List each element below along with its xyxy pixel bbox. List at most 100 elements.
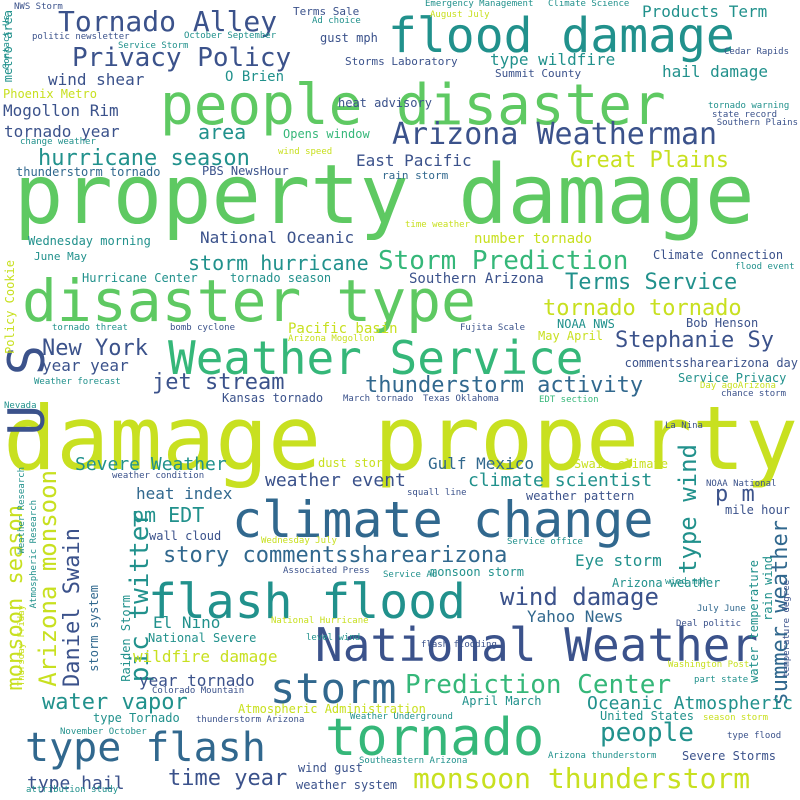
word-number-tornado: number tornado xyxy=(474,231,593,247)
word-weather-forecast: Weather forecast xyxy=(34,377,121,387)
word-raiden-storm: Raiden Storm xyxy=(119,595,133,682)
word-arizona-weather: Arizona weather xyxy=(612,576,721,590)
word-heat-index: heat index xyxy=(136,484,233,503)
word-wind-speed: wind speed xyxy=(278,147,333,157)
word-wednesday-july: Wednesday July xyxy=(261,536,337,546)
word-service-privacy: Service Privacy xyxy=(678,371,787,385)
word-noaa-national: NOAA National xyxy=(706,479,777,489)
word-climate-scientist: climate scientist xyxy=(468,470,653,491)
word-edt-section: EDT section xyxy=(539,395,599,405)
word-stephanie-sy: Stephanie Sy xyxy=(615,328,774,353)
word-gust-mph: gust mph xyxy=(320,31,378,45)
word-property-damage: property damage xyxy=(14,148,755,243)
word-severe-weather: Severe Weather xyxy=(75,454,227,475)
word-pbs-newshour: PBS NewsHour xyxy=(202,164,289,178)
word-united-states: United States xyxy=(600,709,694,723)
word-terms-sale: Terms Sale xyxy=(293,5,360,18)
word-season-storm: season storm xyxy=(703,713,769,723)
word-service-storm: Service Storm xyxy=(118,41,189,51)
word-type-hail: type hail xyxy=(27,773,125,794)
word-texas-oklahoma: Texas Oklahoma xyxy=(423,394,499,404)
word-year-tornado: year tornado xyxy=(139,671,255,690)
word-weather-pattern: weather pattern xyxy=(526,489,635,503)
word-politic-newsletter: politic newsletter xyxy=(32,32,130,42)
word-arizona-weatherman: Arizona Weatherman xyxy=(392,117,718,152)
word-attribution-study: attribution study xyxy=(26,785,119,795)
word-service-office: Service office xyxy=(507,537,583,547)
word-mile-hour: mile hour xyxy=(725,503,791,517)
word-type-flash: type flash xyxy=(25,725,266,771)
word-tornado-threat: tornado threat xyxy=(52,323,128,333)
word-oceanic-atmospheric: Oceanic Atmospheric xyxy=(587,693,793,714)
word-noaa-nws: NOAA NWS xyxy=(557,317,615,331)
word-gulf-mexico: Gulf Mexico xyxy=(428,454,534,473)
word-national-hurricane: National Hurricane xyxy=(271,616,369,626)
word-tornado-year: tornado year xyxy=(4,122,120,141)
word-change-weather: change weather xyxy=(20,137,96,147)
word-kansas-tornado: Kansas tornado xyxy=(222,391,324,405)
word-weather-underground: Weather Underground xyxy=(350,712,453,722)
word-deal-politic: Deal politic xyxy=(676,619,742,629)
word-p-m: p m xyxy=(715,482,755,507)
word-policy-cookie: Policy Cookie xyxy=(3,260,17,354)
word-tornado: tornado xyxy=(325,708,545,768)
word-october-september: October September xyxy=(184,31,277,41)
word-national-weather: National Weather xyxy=(315,618,759,672)
word-thunderstorm-tornado: thunderstorm tornado xyxy=(16,165,161,179)
word-national-severe: National Severe xyxy=(148,631,257,645)
word-o-brien: O Brien xyxy=(225,69,285,85)
word-weather-condition: weather condition xyxy=(112,471,205,481)
word-nevada: Nevada xyxy=(4,401,37,411)
word-ad-choice: Ad choice xyxy=(312,16,361,26)
word-nws-storm: NWS Storm xyxy=(14,2,63,12)
word-climate-science: Climate Science xyxy=(548,0,630,9)
word-arizona-thunderstorm: Arizona thunderstorm xyxy=(548,751,657,761)
word-hail-damage: hail damage xyxy=(662,62,768,81)
word-time-year: time year xyxy=(168,766,288,791)
word-thunderstorm-arizona: thunderstorm Arizona xyxy=(196,715,305,725)
word-pacific-basin: Pacific basin xyxy=(288,321,398,337)
word-july-june: July June xyxy=(697,604,746,614)
word-yahoo-news: Yahoo News xyxy=(527,607,624,626)
word-commentssharearizona-day: commentssharearizona day xyxy=(624,356,798,370)
word-weather-research: Weather Research xyxy=(17,467,27,554)
word-level-wind: level wind xyxy=(306,633,361,643)
word-chance-storm: chance storm xyxy=(721,389,787,399)
word-thunderstorm-activity: thunderstorm activity xyxy=(365,373,644,398)
word-la-nina: La Nina xyxy=(665,421,703,431)
word-rain-wind: rain wind xyxy=(761,556,775,622)
word-weather-event: weather event xyxy=(265,470,406,491)
word-time-weather: time weather xyxy=(405,220,471,230)
word-area: area xyxy=(198,120,247,144)
word-tornado-warning: tornado warning xyxy=(708,101,790,111)
word-flood-damage: flood damage xyxy=(388,8,735,64)
word-heat-advisory: heat advisory xyxy=(338,96,432,110)
word-may-april: May April xyxy=(538,329,604,343)
word-thursday-friday: Thursday Friday xyxy=(17,605,27,687)
word-terms-service: Terms Service xyxy=(565,270,738,295)
word-type-wind: type wind xyxy=(674,444,702,575)
word-wind-shear: wind shear xyxy=(48,70,145,89)
word-jet-stream: jet stream xyxy=(152,370,285,395)
word-people: people xyxy=(600,718,694,748)
word-summit-county: Summit County xyxy=(495,67,582,80)
word-wind-gust: wind gust xyxy=(298,761,364,775)
word-story-commentssharearizona: story commentssharearizona xyxy=(163,543,508,568)
word-state-record: state record xyxy=(712,110,778,120)
word-part-state: part state xyxy=(694,675,749,685)
word-southeastern-arizona: Southeastern Arizona xyxy=(359,756,468,766)
word-mogollon-rim: Mogollon Rim xyxy=(3,101,119,120)
word-phoenix-metro: Phoenix Metro xyxy=(3,87,97,101)
word-prediction-center: Prediction Center xyxy=(405,670,672,700)
word-april-march: April March xyxy=(462,694,542,708)
word-wind-mph: wind mph xyxy=(665,577,709,587)
word-cedar-rapids: Cedar Rapids xyxy=(724,47,790,57)
word-june-may: June May xyxy=(34,250,87,263)
word-contact-us: Contact Us xyxy=(2,15,12,70)
word-east-pacific: East Pacific xyxy=(356,151,472,170)
word-water-temperature: water temperature xyxy=(747,560,761,683)
word-opens-window: Opens window xyxy=(283,127,370,141)
word-new-york: New York xyxy=(42,336,148,361)
word-november-october: November October xyxy=(60,727,147,737)
word-pm-edt: pm EDT xyxy=(132,503,205,527)
